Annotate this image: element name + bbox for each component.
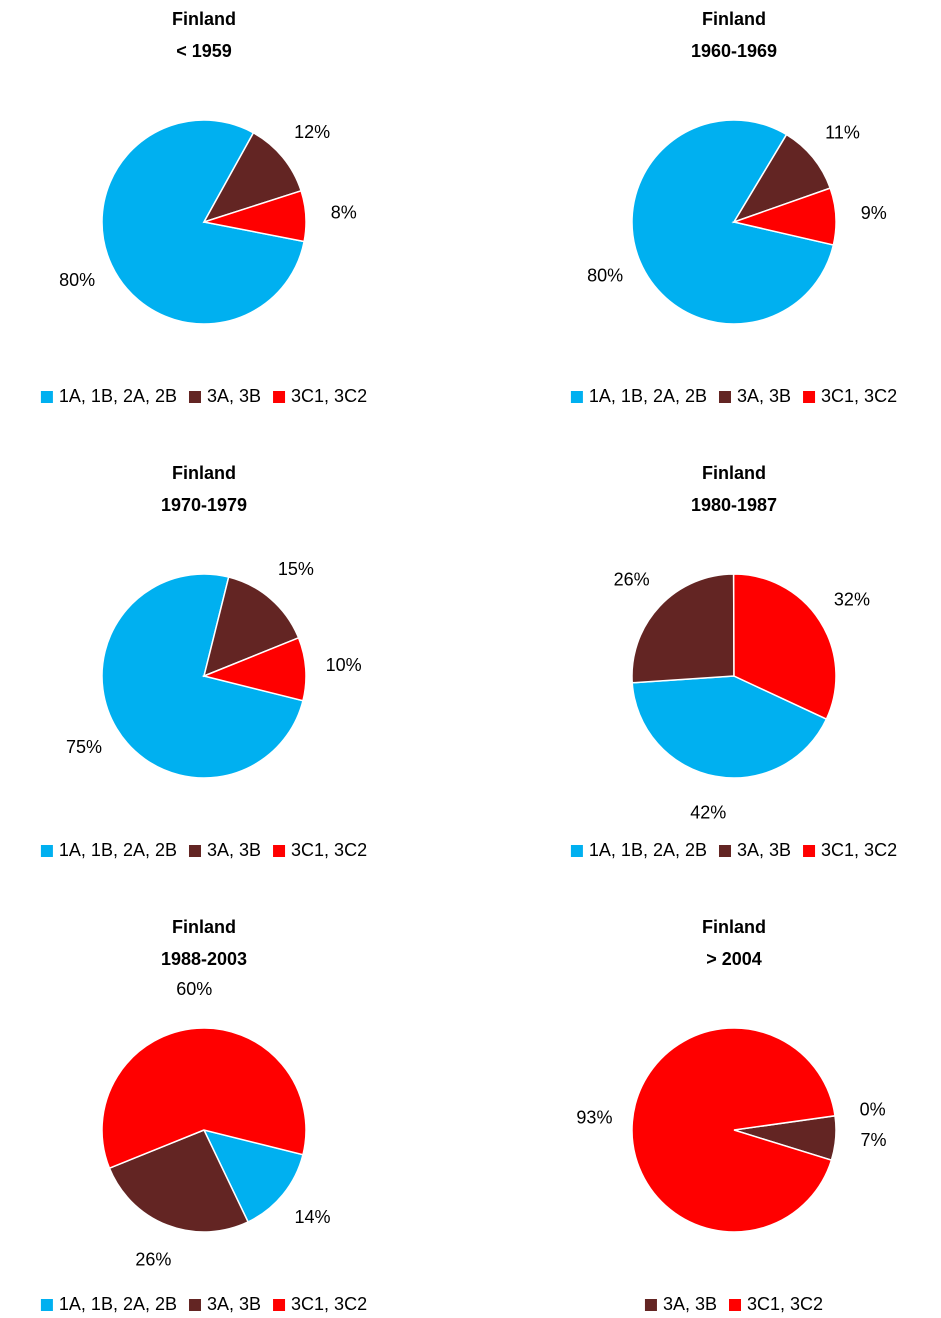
pie-slice <box>101 1027 307 1170</box>
data-label: 80% <box>59 270 95 290</box>
pie-slice <box>108 1129 250 1233</box>
pie-slice <box>202 576 300 678</box>
chart-subtitle: 1970-1979 <box>161 495 247 515</box>
data-label: 75% <box>66 737 102 757</box>
data-label: 32% <box>834 589 870 609</box>
data-label: 26% <box>135 1249 171 1269</box>
data-label: 14% <box>294 1207 330 1227</box>
legend: 1A, 1B, 2A, 2B 3A, 3B 3C1, 3C2 <box>40 386 367 406</box>
legend: 1A, 1B, 2A, 2B 3A, 3B 3C1, 3C2 <box>40 1294 367 1314</box>
legend: 1A, 1B, 2A, 2B 3A, 3B 3C1, 3C2 <box>570 386 897 406</box>
pie-slice <box>203 189 307 243</box>
data-label: 10% <box>326 655 362 675</box>
chart-subtitle: 1960-1969 <box>691 41 777 61</box>
legend-swatch <box>273 1299 286 1311</box>
legend-label: 3A, 3B <box>207 840 261 860</box>
data-label: 7% <box>861 1130 887 1150</box>
legend-swatch <box>40 391 53 403</box>
pie-slice <box>732 133 832 224</box>
chart-title: Finland <box>172 463 236 483</box>
legend-swatch <box>188 1299 201 1311</box>
pie-slice <box>202 131 303 224</box>
legend-swatch <box>718 391 731 403</box>
legend-swatch <box>803 391 816 403</box>
pie-slice <box>731 187 837 246</box>
data-label: 42% <box>690 802 726 822</box>
data-label: 26% <box>614 569 650 589</box>
pie-slice <box>631 573 735 684</box>
legend-swatch <box>718 845 731 857</box>
legend-swatch <box>273 845 286 857</box>
chart-subtitle: 1980-1987 <box>691 495 777 515</box>
data-label: 11% <box>825 122 860 142</box>
legend-label: 3A, 3B <box>663 1294 717 1314</box>
pie-slice <box>732 573 837 721</box>
legend-swatch <box>188 391 201 403</box>
pie-slice <box>201 636 307 702</box>
legend-label: 3A, 3B <box>737 840 791 860</box>
pie-slice <box>202 1128 304 1223</box>
data-label: 60% <box>176 979 212 999</box>
legend-swatch <box>570 391 583 403</box>
legend-label: 3C1, 3C2 <box>821 386 897 406</box>
legend-swatch <box>644 1299 657 1311</box>
data-label: 0% <box>860 1099 886 1119</box>
legend-swatch <box>570 845 583 857</box>
legend-swatch <box>803 845 816 857</box>
legend-label: 1A, 1B, 2A, 2B <box>59 840 177 860</box>
data-label: 93% <box>576 1108 612 1128</box>
chart-subtitle: 1988-2003 <box>161 949 247 969</box>
legend-label: 1A, 1B, 2A, 2B <box>589 840 707 860</box>
legend: 1A, 1B, 2A, 2B 3A, 3B 3C1, 3C2 <box>570 840 897 860</box>
legend-swatch <box>40 1299 53 1311</box>
data-label: 9% <box>861 203 887 223</box>
legend-label: 1A, 1B, 2A, 2B <box>59 386 177 406</box>
legend: 1A, 1B, 2A, 2B 3A, 3B 3C1, 3C2 <box>40 840 367 860</box>
legend-label: 3C1, 3C2 <box>291 386 367 406</box>
pie-slice <box>631 1027 836 1233</box>
data-label: 8% <box>331 202 357 222</box>
pie-slice <box>631 675 828 779</box>
chart-title: Finland <box>172 9 236 29</box>
chart-subtitle: < 1959 <box>176 41 232 61</box>
legend-label: 1A, 1B, 2A, 2B <box>59 1294 177 1314</box>
legend-label: 3C1, 3C2 <box>747 1294 823 1314</box>
legend-swatch <box>188 845 201 857</box>
legend-label: 3A, 3B <box>207 1294 261 1314</box>
legend-swatch <box>273 391 286 403</box>
data-label: 80% <box>587 265 623 285</box>
pie-slice <box>101 119 306 325</box>
data-label: 12% <box>294 122 330 142</box>
data-label: 15% <box>278 559 314 579</box>
legend-label: 1A, 1B, 2A, 2B <box>589 386 707 406</box>
legend-label: 3C1, 3C2 <box>821 840 897 860</box>
legend-swatch <box>40 845 53 857</box>
legend-label: 3A, 3B <box>207 386 261 406</box>
legend-label: 3C1, 3C2 <box>291 840 367 860</box>
chart-title: Finland <box>702 9 766 29</box>
legend-label: 3C1, 3C2 <box>291 1294 367 1314</box>
chart-title: Finland <box>172 917 236 937</box>
legend: 3A, 3B 3C1, 3C2 <box>644 1294 823 1314</box>
chart-title: Finland <box>702 917 766 937</box>
chart-subtitle: > 2004 <box>706 949 762 969</box>
legend-swatch <box>729 1299 741 1311</box>
chart-title: Finland <box>702 463 766 483</box>
legend-label: 3A, 3B <box>737 386 791 406</box>
